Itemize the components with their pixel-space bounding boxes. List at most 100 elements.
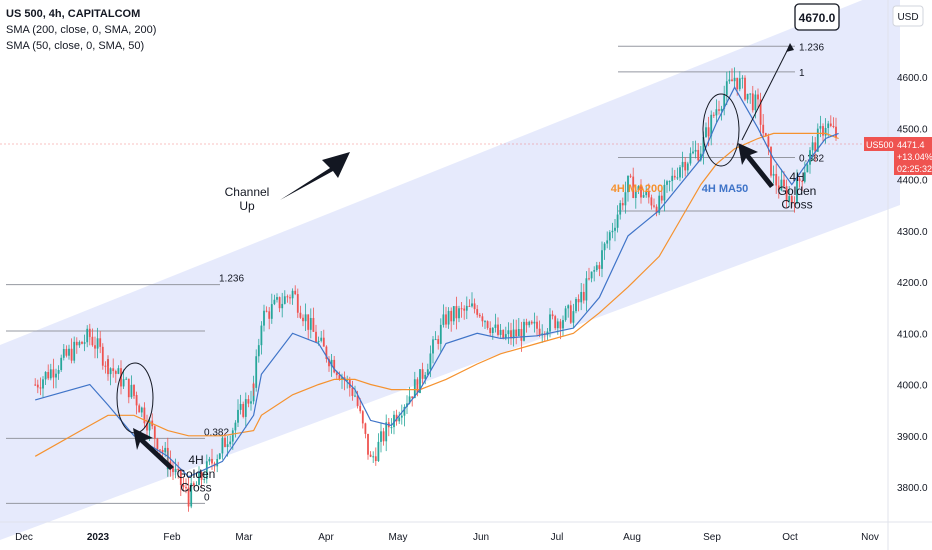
currency-box (892, 5, 924, 27)
candle-body (590, 271, 593, 279)
candle-body (627, 175, 629, 193)
candle-body (767, 136, 770, 147)
candle-body (499, 329, 502, 335)
candle-body (62, 349, 65, 358)
candle-body (174, 468, 177, 473)
candle-body (793, 202, 796, 204)
candle-body (598, 265, 601, 269)
candle-body (382, 431, 385, 442)
target-projection-line (741, 44, 791, 141)
candle-body (226, 444, 229, 447)
candle-body (775, 173, 778, 186)
candle-body (187, 498, 190, 507)
candle-body (829, 123, 832, 126)
candle-body (242, 403, 245, 417)
candle-body (138, 405, 141, 413)
candle-body (133, 394, 135, 396)
candle-body (736, 77, 739, 90)
candle-body (562, 320, 564, 329)
candle-body (205, 461, 208, 480)
candle-body (642, 195, 645, 198)
candle-body (658, 195, 661, 214)
candle-body (211, 458, 213, 464)
candle-body (733, 77, 736, 82)
candle-body (148, 420, 151, 431)
candle-body (70, 348, 73, 361)
candle-body (751, 93, 754, 111)
candle-body (744, 77, 746, 100)
candle-body (458, 308, 460, 319)
legend-sma50[interactable]: SMA (50, close, 0, SMA, 50) (6, 40, 145, 52)
candle-body (192, 483, 195, 486)
candle-body (185, 487, 187, 489)
candle-body (252, 383, 255, 388)
candle-body (237, 409, 239, 423)
candle-body (827, 123, 830, 128)
candle-body (198, 472, 200, 485)
candle-body (127, 378, 130, 398)
candle-body (416, 379, 419, 393)
y-tick-label: 4200.0 (897, 278, 928, 289)
candle-body (663, 184, 666, 201)
candle-body (798, 178, 801, 181)
candle-body (814, 142, 817, 152)
candle-body (81, 341, 83, 344)
candle-body (346, 379, 349, 381)
candle-body (208, 458, 211, 462)
fib-right-label: 1.236 (799, 42, 824, 53)
candle-body (411, 396, 414, 399)
x-tick-label: Aug (623, 532, 641, 543)
candle-body (489, 327, 492, 334)
candle-body (109, 368, 112, 375)
candle-body (634, 190, 637, 198)
legend-sma200[interactable]: SMA (200, close, 0, SMA, 200) (6, 24, 157, 36)
candle-body (265, 310, 268, 312)
candle-body (746, 93, 749, 100)
candle-body (286, 296, 289, 298)
candle-body (712, 114, 715, 116)
candle-body (796, 178, 798, 204)
candle-body (42, 379, 44, 389)
candle-body (528, 321, 531, 326)
candle-body (140, 407, 143, 413)
candle-body (445, 314, 447, 325)
candle-body (697, 149, 700, 161)
candle-body (595, 265, 598, 271)
candle-body (179, 469, 182, 486)
candle-body (96, 338, 99, 349)
candle-body (117, 368, 120, 374)
candle-body (60, 357, 63, 371)
candle-body (608, 232, 611, 241)
candle-body (442, 314, 445, 325)
candle-body (538, 328, 541, 336)
candle-body (400, 415, 403, 418)
chart-legend: US 500, 4h, CAPITALCOM SMA (200, close, … (6, 6, 156, 54)
candle-body (125, 378, 128, 380)
x-tick-label: Sep (703, 532, 721, 543)
candle-body (195, 484, 198, 486)
candle-body (481, 316, 484, 322)
candle-body (679, 167, 681, 178)
candle-body (364, 423, 367, 434)
candle-body (377, 441, 380, 462)
candle-body (816, 128, 819, 152)
candle-body (575, 299, 577, 312)
candle-body (419, 369, 421, 393)
candle-body (335, 372, 338, 376)
candle-body (770, 146, 772, 176)
y-tick-label: 4000.0 (897, 381, 928, 392)
candle-body (359, 405, 362, 412)
legend-symbol[interactable]: US 500, 4h, CAPITALCOM (6, 8, 141, 20)
candle-body (603, 243, 606, 251)
channel-up-band (0, 0, 900, 540)
candle-body (512, 329, 515, 339)
candle-body (320, 337, 323, 341)
candle-body (629, 175, 632, 177)
candle-body (47, 371, 50, 379)
candle-body (172, 466, 174, 473)
candle-body (502, 329, 505, 338)
candle-body (476, 309, 479, 315)
candle-body (146, 423, 148, 431)
candle-body (694, 149, 697, 152)
